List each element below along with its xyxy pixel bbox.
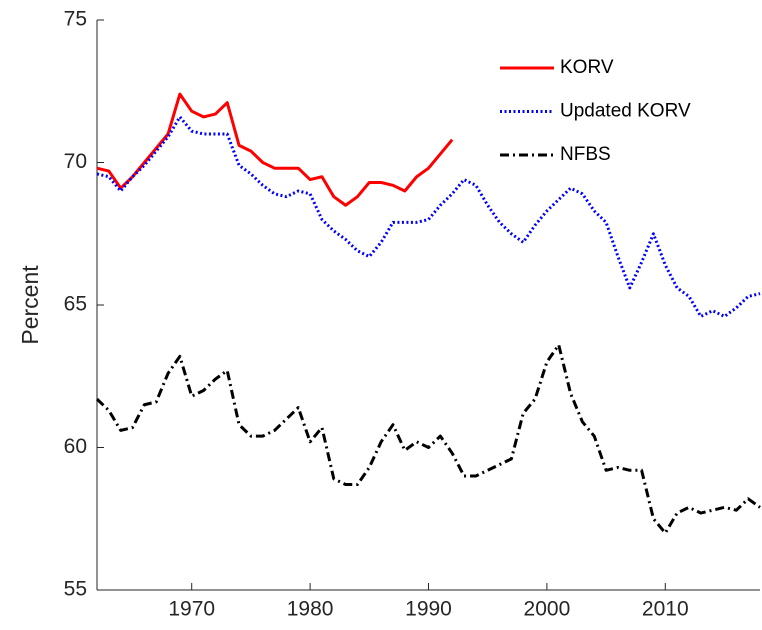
y-tick-label: 55 — [64, 578, 87, 601]
y-tick-label: 60 — [64, 435, 87, 458]
series-line — [95, 343, 761, 535]
x-tick-label: 1970 — [168, 598, 215, 621]
series-line — [96, 115, 761, 318]
legend-label: Updated KORV — [560, 101, 691, 122]
x-tick-label: 2010 — [642, 598, 689, 621]
legend-label: KORV — [560, 57, 614, 78]
y-axis-label: Percent — [17, 265, 43, 345]
x-tick-label: 1990 — [405, 598, 452, 621]
x-tick-label: 1980 — [287, 598, 334, 621]
series-line — [96, 92, 454, 207]
y-tick-label: 75 — [64, 8, 87, 31]
x-tick-label: 2000 — [524, 598, 571, 621]
y-tick-label: 70 — [64, 150, 87, 173]
legend-label: NFBS — [560, 144, 611, 165]
y-tick-label: 65 — [64, 293, 87, 316]
